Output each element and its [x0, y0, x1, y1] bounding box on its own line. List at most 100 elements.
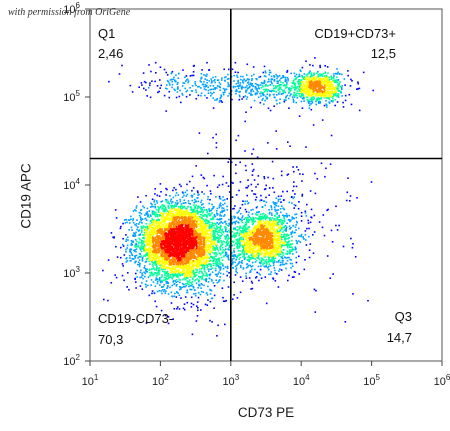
- event-dot: [251, 251, 254, 253]
- event-dot: [317, 73, 320, 76]
- event-dot: [357, 82, 359, 85]
- event-dot: [335, 86, 337, 89]
- event-dot: [322, 72, 325, 75]
- event-dot: [152, 257, 154, 260]
- event-dot: [273, 239, 276, 241]
- event-dot: [300, 233, 303, 236]
- event-dot: [300, 220, 303, 222]
- event-dot: [186, 282, 189, 284]
- event-dot: [242, 231, 245, 234]
- event-dot: [143, 231, 146, 234]
- event-dot: [202, 264, 204, 266]
- event-dot: [222, 199, 224, 202]
- event-dot: [272, 262, 275, 265]
- event-dot: [214, 247, 216, 249]
- event-dot: [163, 267, 165, 270]
- event-dot: [149, 263, 151, 265]
- event-dot: [135, 272, 137, 275]
- event-dot: [267, 176, 269, 179]
- event-dot: [143, 244, 146, 246]
- event-dot: [121, 64, 123, 67]
- event-dot: [144, 272, 147, 275]
- event-dot: [250, 257, 252, 260]
- event-dot: [198, 283, 200, 286]
- event-dot: [251, 221, 253, 223]
- event-dot: [139, 216, 142, 219]
- event-dot: [257, 90, 259, 93]
- event-dot: [212, 282, 215, 284]
- event-dot: [221, 252, 223, 254]
- event-dot: [320, 80, 322, 82]
- event-dot: [281, 93, 283, 96]
- event-dot: [205, 249, 208, 252]
- event-dot: [128, 219, 131, 221]
- event-dot: [330, 78, 333, 80]
- event-dot: [180, 297, 182, 299]
- event-dot: [302, 89, 305, 91]
- event-dot: [294, 271, 297, 273]
- event-dot: [216, 98, 219, 100]
- event-dot: [329, 163, 332, 165]
- event-dot: [180, 271, 182, 274]
- event-dot: [276, 223, 279, 226]
- event-dot: [282, 92, 284, 95]
- event-dot: [252, 222, 255, 225]
- event-dot: [286, 76, 289, 79]
- event-dot: [301, 86, 304, 89]
- event-dot: [330, 134, 333, 137]
- event-dot: [154, 259, 156, 261]
- event-dot: [114, 274, 116, 276]
- event-dot: [202, 229, 204, 232]
- event-dot: [181, 206, 184, 208]
- event-dot: [204, 86, 206, 88]
- event-dot: [135, 223, 138, 225]
- event-dot: [200, 81, 202, 83]
- event-dot: [326, 78, 329, 80]
- event-dot: [233, 248, 235, 250]
- event-dot: [256, 214, 259, 216]
- event-dot: [184, 283, 187, 285]
- event-dot: [211, 257, 214, 260]
- event-dot: [221, 79, 223, 81]
- event-dot: [258, 248, 261, 251]
- event-dot: [251, 153, 253, 155]
- event-dot: [293, 84, 296, 86]
- event-dot: [206, 232, 209, 235]
- event-dot: [135, 210, 137, 212]
- event-dot: [241, 80, 244, 83]
- event-dot: [149, 231, 152, 233]
- event-dot: [242, 249, 245, 252]
- event-dot: [221, 246, 224, 249]
- event-dot: [291, 230, 294, 233]
- event-dot: [154, 279, 157, 281]
- event-dot: [301, 94, 304, 97]
- event-dot: [204, 235, 207, 237]
- event-dot: [322, 80, 325, 83]
- event-dot: [183, 278, 185, 280]
- event-dot: [173, 187, 175, 189]
- event-dot: [211, 243, 214, 245]
- event-dot: [211, 321, 213, 323]
- event-dot: [222, 203, 224, 206]
- event-dot: [281, 259, 284, 262]
- event-dot: [135, 250, 137, 253]
- event-dot: [236, 256, 238, 259]
- event-dot: [251, 79, 253, 82]
- event-dot: [186, 301, 189, 304]
- event-dot: [302, 88, 305, 90]
- event-dot: [219, 246, 221, 249]
- event-dot: [222, 265, 224, 267]
- event-dot: [277, 232, 280, 234]
- event-dot: [274, 280, 277, 282]
- event-dot: [140, 250, 143, 253]
- event-dot: [203, 225, 206, 228]
- event-dot: [145, 258, 148, 261]
- event-dot: [310, 208, 313, 211]
- event-dot: [295, 239, 298, 242]
- event-dot: [324, 87, 327, 90]
- event-dot: [240, 240, 242, 242]
- event-dot: [154, 261, 157, 263]
- event-dot: [312, 64, 314, 67]
- event-dot: [210, 250, 212, 253]
- event-dot: [175, 271, 177, 274]
